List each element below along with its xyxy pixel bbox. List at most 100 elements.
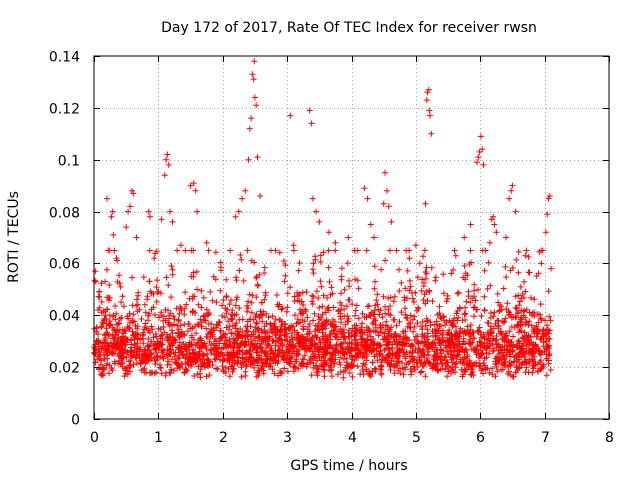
data-point	[388, 218, 395, 225]
data-point	[332, 356, 339, 363]
data-point	[464, 351, 471, 358]
data-point	[165, 161, 172, 168]
data-point	[290, 242, 297, 249]
data-point	[546, 193, 553, 199]
data-point	[257, 193, 264, 199]
data-point	[513, 305, 520, 312]
data-point	[119, 293, 126, 300]
data-point	[476, 148, 483, 155]
data-point	[463, 298, 470, 305]
data-point	[372, 368, 379, 375]
data-point	[314, 344, 321, 351]
data-point	[153, 284, 160, 291]
data-point	[114, 278, 121, 285]
data-point	[262, 329, 269, 336]
data-point	[453, 328, 460, 334]
data-point	[417, 369, 424, 376]
data-point	[429, 340, 436, 347]
data-point	[526, 309, 533, 316]
data-point	[251, 58, 258, 65]
data-point	[368, 340, 375, 347]
data-point	[313, 208, 320, 215]
data-point	[371, 316, 378, 322]
data-point	[481, 307, 488, 314]
data-point	[116, 272, 123, 279]
data-point	[219, 312, 226, 319]
data-point	[300, 323, 307, 330]
data-point	[344, 346, 351, 353]
data-point	[94, 356, 101, 363]
data-point	[424, 330, 431, 337]
data-point	[409, 316, 416, 323]
data-point	[284, 304, 291, 311]
data-point	[401, 335, 408, 342]
data-point	[523, 247, 530, 254]
data-point	[396, 333, 403, 340]
data-point	[475, 286, 481, 293]
data-point	[373, 345, 380, 352]
data-point	[310, 317, 316, 324]
data-point	[124, 313, 131, 320]
data-point	[498, 366, 505, 373]
data-point	[531, 330, 538, 337]
data-point	[98, 298, 105, 305]
data-point	[302, 306, 309, 313]
data-point	[222, 370, 229, 376]
data-point	[120, 330, 127, 337]
y-tick-label: 0.02	[49, 361, 80, 377]
data-point	[121, 373, 128, 380]
data-point	[146, 278, 153, 285]
data-point	[509, 182, 516, 189]
data-point	[212, 249, 219, 256]
data-point	[498, 328, 505, 335]
data-point	[292, 358, 299, 365]
data-point	[337, 310, 344, 317]
data-point	[477, 329, 484, 336]
data-point	[194, 286, 201, 293]
data-point	[169, 266, 176, 273]
data-point	[254, 340, 261, 347]
data-point	[473, 362, 479, 369]
data-point	[490, 213, 497, 220]
data-point	[476, 363, 483, 370]
data-point	[127, 203, 134, 210]
data-point	[361, 338, 368, 344]
data-point	[233, 311, 240, 318]
data-point	[349, 325, 356, 332]
data-point	[531, 313, 538, 320]
data-point	[95, 343, 102, 350]
data-point	[371, 234, 377, 241]
data-point	[419, 331, 426, 338]
data-point	[213, 299, 220, 306]
data-point	[308, 372, 315, 379]
data-point	[419, 318, 426, 325]
data-point	[241, 332, 248, 339]
data-point	[208, 326, 215, 333]
data-point	[378, 266, 385, 273]
data-point	[526, 269, 533, 276]
data-point	[203, 333, 210, 340]
data-point	[191, 323, 198, 330]
data-point	[300, 338, 307, 345]
data-point	[465, 293, 472, 300]
grid	[94, 56, 609, 419]
data-point	[491, 221, 498, 228]
data-point	[310, 260, 317, 267]
data-point	[229, 316, 236, 323]
x-tick-label: 7	[541, 430, 550, 446]
data-point	[423, 289, 430, 295]
data-point	[107, 321, 114, 328]
data-point	[342, 321, 349, 328]
data-point	[290, 247, 297, 254]
data-point	[416, 260, 423, 267]
data-point	[430, 356, 437, 362]
data-point	[363, 368, 370, 375]
data-point	[517, 319, 524, 325]
data-point	[120, 303, 127, 310]
data-point	[515, 269, 522, 276]
data-point	[160, 355, 167, 362]
data-point	[414, 364, 421, 370]
data-point	[486, 369, 493, 376]
data-point	[361, 185, 368, 192]
data-point	[504, 346, 511, 353]
